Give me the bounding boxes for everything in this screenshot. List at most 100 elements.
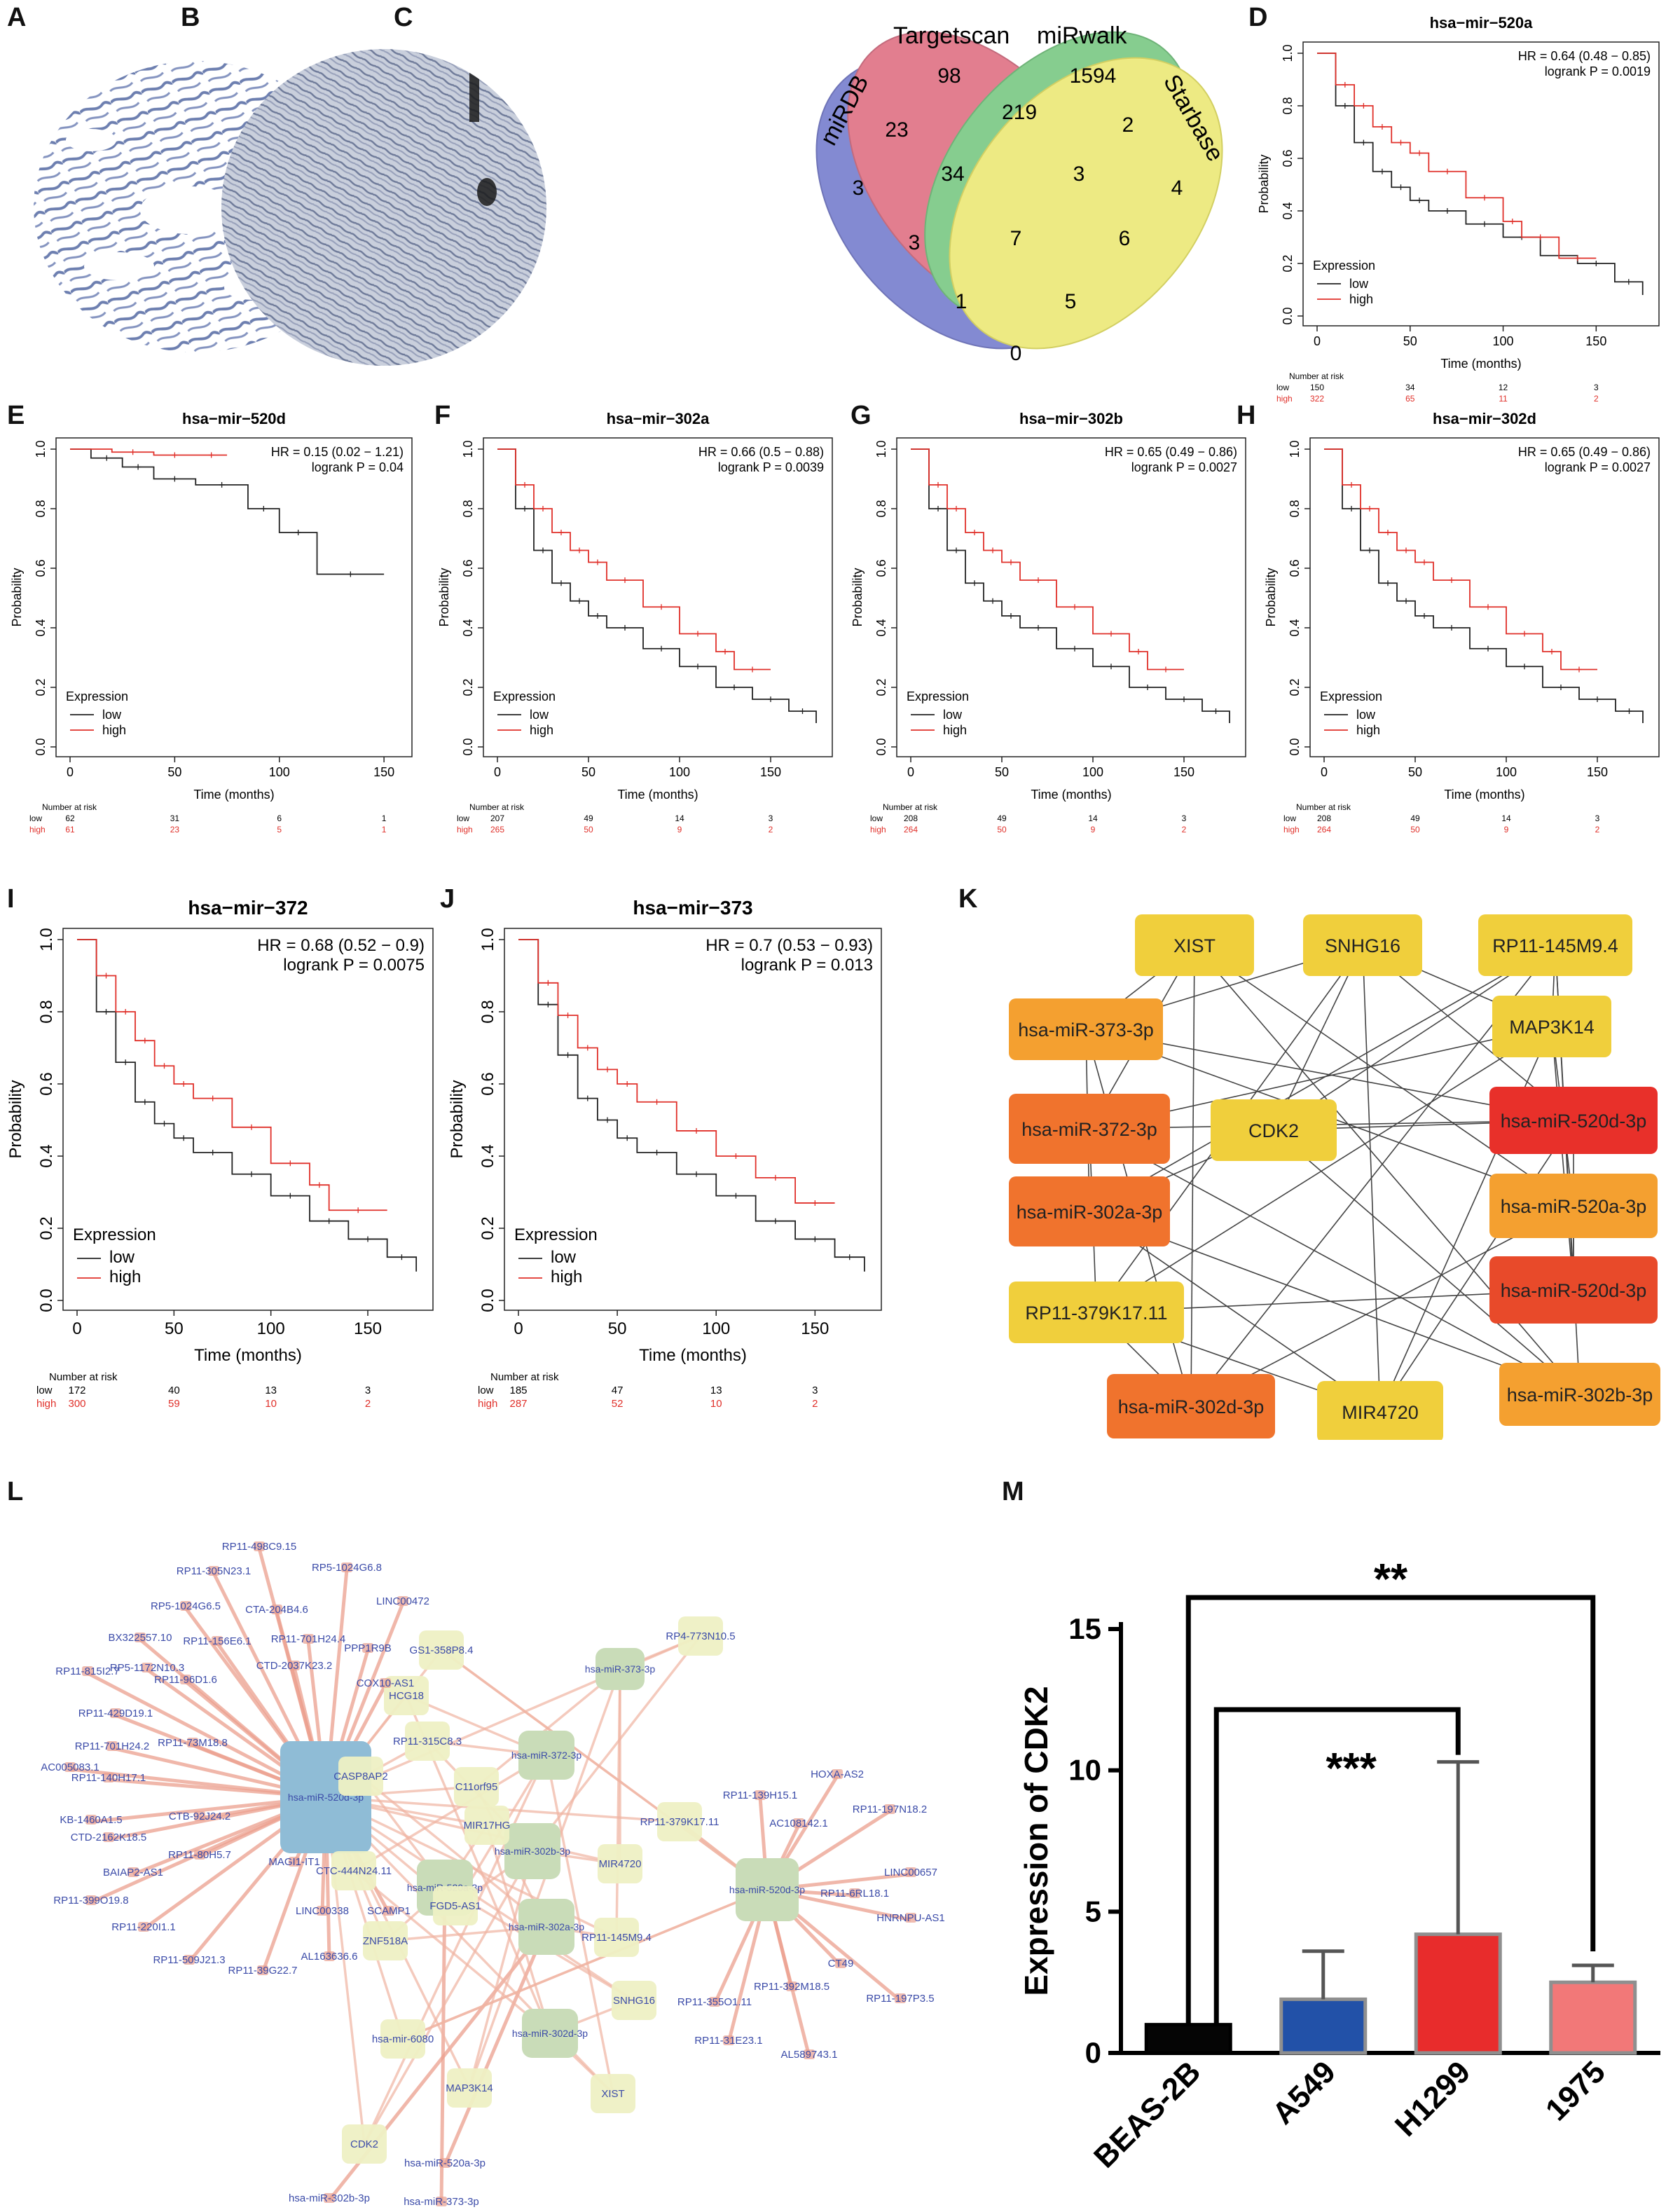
network-l-hub: hsa-miR-520d-3p [729, 1858, 805, 1921]
km-ylabel: Probability [851, 568, 865, 626]
network-l-edge [439, 1887, 447, 2204]
km-censor-mark [172, 452, 178, 458]
significance-bracket-inner [1213, 1707, 1461, 2025]
km-censor-mark [622, 625, 628, 631]
network-k-edge [1190, 1205, 1574, 1407]
network-k-edge [1089, 1211, 1581, 1395]
km-censor-mark [812, 1200, 818, 1206]
km-censor-mark [142, 1099, 148, 1105]
km-censor-mark [161, 1063, 167, 1069]
network-l-edge [475, 1668, 621, 1788]
network-l-leaf-label: KB-1460A1.5 [60, 1814, 122, 1826]
network-l-leaf: hsa-miR-520a-3p [404, 2157, 486, 2169]
km-censor-mark [1163, 666, 1169, 673]
km-ytick-label: 1.0 [34, 440, 48, 458]
network-l-leaf-label: PPP1R9B [344, 1642, 392, 1654]
km-censor-mark [540, 506, 546, 511]
venn-count-ts-mw-sb: 3 [1073, 163, 1085, 186]
network-k-node-box [1499, 1363, 1660, 1426]
network-l-leaf-label: AC108142.1 [769, 1818, 827, 1829]
km-censor-mark [733, 1193, 739, 1199]
network-l-mid-box [447, 2068, 492, 2108]
km-risk-title: Number at risk [1296, 802, 1351, 812]
km-censor-mark [261, 506, 267, 511]
km-censor-mark [316, 1182, 322, 1188]
km-xlabel: Time (months) [617, 788, 698, 802]
network-l-leaf-label: RP11-701H24.2 [75, 1740, 149, 1752]
network-l-leaf-label: SCAMP1 [367, 1905, 411, 1917]
km-xtick-label: 100 [702, 1319, 730, 1338]
network-l-mid-node: C11orf95 [454, 1767, 499, 1806]
km-censor-mark [249, 1171, 254, 1177]
km-curve-low [518, 939, 865, 1272]
km-censor-mark [1485, 645, 1491, 652]
network-k-edge [1194, 944, 1574, 1207]
km-censor-mark [355, 1207, 362, 1214]
network-l-leaf-box [786, 1981, 797, 1991]
network-l-leaf-label: RP11-197P3.5 [866, 1993, 934, 2005]
km-risk-low-value: 49 [1410, 813, 1420, 823]
bar-chart-m: 0 5 10 15 Expression of CDK2 BEAS-2B A549 H1299… [1018, 1555, 1660, 2175]
km-risk-high-value: 50 [997, 825, 1007, 834]
network-l-leaf-box [723, 2035, 734, 2045]
km-legend-high: high [943, 723, 967, 737]
km-xtick-label: 50 [581, 765, 595, 779]
km-censor-mark [1361, 139, 1367, 146]
network-l-leaf-box [849, 1888, 860, 1898]
network-l-leaf-box [383, 1906, 394, 1916]
network-l-hub-label: hsa-miR-372-3p [511, 1750, 582, 1761]
network-l-leaf: RP11-355O1.11 [677, 1996, 752, 2008]
network-l-mid-label: C11orf95 [455, 1781, 498, 1793]
network-k-node-box [1303, 914, 1422, 976]
network-k-edge [1089, 1128, 1581, 1395]
network-l-leaf: RP11-140H17.1 [71, 1772, 146, 1784]
network-l-leaf-label: RP11-39G22.7 [228, 1965, 298, 1977]
km-censor-mark [1379, 168, 1385, 174]
network-l-leaf-box [884, 1804, 895, 1814]
km-censor-mark [295, 530, 301, 535]
km-legend-high: high [1349, 292, 1373, 306]
km-censor-mark [772, 1174, 778, 1181]
km-censor-mark [1008, 613, 1014, 619]
network-l-leaf-label: RP11-220I1.1 [111, 1921, 175, 1933]
km-xtick-label: 0 [907, 765, 914, 779]
km-censor-mark [622, 577, 628, 583]
panel-label-b: B [181, 3, 200, 32]
km-logrank: logrank P = 0.0027 [1131, 460, 1237, 474]
network-k-node-label: SNHG16 [1325, 935, 1400, 956]
km-censor-mark [1385, 530, 1391, 535]
km-risk-high-value: 287 [509, 1398, 527, 1410]
network-l-mid-label: GS1-358P8.4 [410, 1644, 474, 1656]
network-l-leaf-box [324, 1951, 335, 1961]
km-censor-mark [1626, 708, 1632, 714]
network-l-edge [531, 1635, 702, 1853]
km-censor-mark [990, 547, 996, 554]
km-ylabel: Probability [437, 568, 451, 626]
km-ytick-label: 1.0 [461, 440, 475, 458]
network-l-leaf-box [194, 1850, 205, 1860]
network-l-leaf-label: AL589743.1 [781, 2049, 838, 2061]
network-l-mid-node: FGD5-AS1 [429, 1886, 481, 1925]
km-censor-mark [103, 973, 109, 979]
km-legend-low: low [109, 1248, 135, 1267]
km-xtick-label: 0 [494, 765, 501, 779]
network-l-leaf-box [832, 1769, 843, 1779]
km-plot-f: hsa−mir−302a 0.0 0.2 0.4 0.6 0.8 1.0 0 50 100 150 P… [437, 410, 833, 834]
km-frame [62, 928, 434, 1311]
km-legend-low: low [102, 708, 122, 722]
network-k-node-label: hsa-miR-302a-3p [1017, 1202, 1163, 1223]
network-l-leaf: RP11-156E6.1 [183, 1635, 251, 1647]
network-l-mid-node: RP11-315C8.3 [393, 1722, 462, 1761]
km-xtick-label: 50 [165, 1319, 184, 1338]
network-k: XIST SNHG16 RP11-145M9.4 MAP3K14 hsa-miR-373… [1009, 914, 1660, 1440]
km-frame [504, 928, 882, 1311]
km-censor-mark [249, 1124, 254, 1130]
km-ylabel: Probability [448, 1080, 467, 1158]
km-risk-title: Number at risk [42, 802, 97, 812]
km-ytick-label: 0.6 [37, 1072, 56, 1095]
network-l-leaf: RP5-1024G6.5 [151, 1600, 221, 1612]
km-ytick-label: 0.4 [1281, 202, 1295, 219]
network-l-leaf-label: hsa-miR-520a-3p [404, 2157, 486, 2169]
network-l-leaf-label: RP11-305N23.1 [177, 1565, 251, 1577]
km-hr: HR = 0.68 (0.52 − 0.9) [257, 936, 425, 955]
